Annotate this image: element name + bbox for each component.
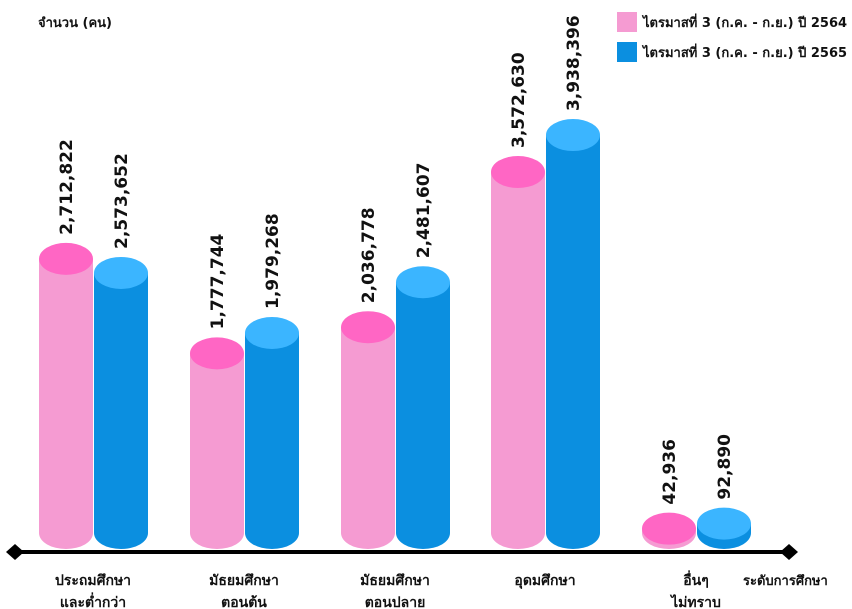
x-axis-label: ระดับการศึกษา bbox=[743, 573, 828, 589]
value-label: 3,572,630 bbox=[509, 52, 529, 148]
bar-body bbox=[190, 353, 244, 533]
bar-cap bbox=[341, 311, 395, 344]
bar-body bbox=[341, 327, 395, 533]
value-label: 1,777,744 bbox=[208, 233, 228, 329]
bar-cap bbox=[491, 156, 545, 188]
value-label: 42,936 bbox=[660, 439, 680, 505]
value-label: 2,036,778 bbox=[359, 207, 379, 303]
bar-cap bbox=[245, 317, 299, 350]
category-label: มัธยมศึกษาตอนต้น bbox=[209, 572, 279, 609]
bar-3-series-1 bbox=[341, 311, 395, 549]
bar-cap bbox=[546, 119, 600, 152]
legend-swatch-2564 bbox=[617, 12, 637, 32]
bar-cap bbox=[642, 512, 696, 545]
axis-left-end bbox=[6, 544, 24, 560]
labels-layer: 2,712,822 2,573,652 ประถมศึกษาและต่ำกว่า 1,… bbox=[55, 15, 828, 609]
axis-right-end bbox=[780, 544, 798, 560]
bar-body bbox=[546, 135, 600, 533]
legend-label-2564: ไตรมาสที่ 3 (ก.ค. - ก.ย.) ปี 2564 bbox=[643, 15, 848, 31]
bar-3-series-2 bbox=[396, 266, 450, 549]
category-label: ประถมศึกษาและต่ำกว่า bbox=[55, 572, 131, 609]
x-axis bbox=[6, 544, 798, 560]
value-label: 2,573,652 bbox=[112, 153, 132, 249]
legend-item-2565: ไตรมาสที่ 3 (ก.ค. - ก.ย.) ปี 2565 bbox=[617, 40, 847, 64]
category-label: มัธยมศึกษาตอนปลาย bbox=[360, 572, 430, 609]
bar-cap bbox=[94, 256, 148, 289]
bar-1-series-1 bbox=[39, 242, 93, 549]
legend-swatch-2565 bbox=[617, 42, 637, 62]
bar-1-series-2 bbox=[94, 256, 148, 549]
bar-5-series-1 bbox=[642, 512, 696, 549]
bar-cap bbox=[39, 242, 93, 275]
bar-cap bbox=[697, 507, 751, 540]
bar-2-series-1 bbox=[190, 337, 244, 549]
bar-body bbox=[245, 333, 299, 533]
category-label: อื่นๆไม่ทราบ bbox=[669, 570, 721, 609]
bar-cap bbox=[190, 337, 244, 370]
value-label: 2,481,607 bbox=[414, 163, 434, 259]
legend: ไตรมาสที่ 3 (ก.ค. - ก.ย.) ปี 2564 ไตรมาส… bbox=[617, 10, 847, 70]
bar-body bbox=[491, 172, 545, 533]
bar-body bbox=[396, 282, 450, 533]
bar-2-series-2 bbox=[245, 317, 299, 549]
bars-layer bbox=[39, 119, 751, 549]
legend-label-2565: ไตรมาสที่ 3 (ก.ค. - ก.ย.) ปี 2565 bbox=[643, 45, 848, 61]
value-label: 1,979,268 bbox=[263, 213, 283, 309]
value-label: 92,890 bbox=[715, 434, 735, 500]
bar-5-series-2 bbox=[697, 507, 751, 549]
y-axis-label: จำนวน (คน) bbox=[38, 16, 112, 31]
category-label: อุดมศึกษา bbox=[514, 572, 575, 589]
value-label: 2,712,822 bbox=[57, 139, 77, 235]
bar-cap bbox=[396, 266, 450, 299]
bar-4-series-1 bbox=[491, 156, 545, 549]
legend-item-2564: ไตรมาสที่ 3 (ก.ค. - ก.ย.) ปี 2564 bbox=[617, 10, 847, 34]
bar-body bbox=[39, 258, 93, 533]
bar-body bbox=[94, 272, 148, 533]
value-label: 3,938,396 bbox=[564, 15, 584, 111]
bar-4-series-2 bbox=[546, 119, 600, 549]
